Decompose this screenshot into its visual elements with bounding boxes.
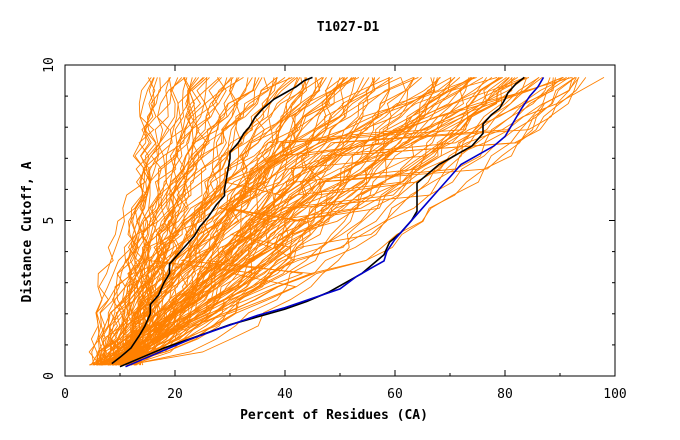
model-curve [92, 77, 507, 366]
model-curve [124, 77, 576, 366]
model-curve [119, 77, 349, 366]
model-curve [91, 77, 220, 366]
series-line-blue [125, 76, 545, 368]
model-curve [109, 77, 580, 366]
model-curve [107, 76, 564, 366]
model-curve [127, 77, 441, 366]
y-tick-label: 0 [42, 372, 57, 380]
model-curve [105, 77, 579, 366]
model-curve [88, 77, 556, 366]
model-curve [96, 76, 414, 366]
series-line-black [111, 76, 313, 365]
model-curve [127, 77, 484, 366]
model-curve [96, 76, 567, 366]
x-tick-label: 100 [603, 387, 626, 402]
model-curve [101, 77, 510, 366]
x-axis-label: Percent of Residues (CA) [240, 408, 428, 423]
model-curve [90, 77, 441, 366]
model-curve [105, 77, 510, 366]
model-curve [123, 77, 504, 366]
x-tick-label: 40 [277, 387, 293, 402]
model-curve [120, 77, 605, 366]
model-curve [99, 77, 500, 366]
y-tick-label: 5 [42, 217, 57, 225]
model-curve [111, 77, 475, 366]
x-tick-label: 60 [387, 387, 403, 402]
model-curve [107, 77, 249, 366]
model-curve [99, 77, 540, 366]
model-curve [126, 77, 470, 366]
model-curve [131, 76, 391, 366]
model-curve [136, 76, 572, 366]
model-curve [127, 77, 587, 366]
model-curve [111, 76, 401, 366]
model-curve [98, 77, 238, 366]
model-curve [134, 77, 257, 366]
model-curve [97, 77, 286, 366]
highlighted-curves [111, 76, 545, 368]
model-curves [88, 76, 605, 366]
model-curve [93, 77, 346, 366]
model-curve [112, 77, 576, 366]
model-curve [123, 77, 513, 366]
model-curve [97, 77, 355, 366]
x-tick-label: 80 [497, 387, 513, 402]
chart-title: T1027-D1 [317, 20, 380, 35]
model-curve [134, 77, 577, 366]
model-curve [88, 76, 419, 366]
model-curve [111, 77, 516, 366]
model-curve [119, 77, 573, 366]
axes: 0 20 40 60 80 100 0 5 10 [42, 57, 627, 402]
model-curve [129, 77, 438, 366]
model-curve [100, 77, 299, 366]
model-curve [100, 77, 183, 366]
model-curve [127, 77, 528, 366]
model-curve [117, 77, 570, 366]
y-axis-label: Distance Cutoff, A [20, 161, 35, 302]
model-curve [92, 76, 498, 366]
x-tick-label: 20 [167, 387, 183, 402]
model-curve [100, 77, 172, 366]
model-curve [121, 76, 530, 366]
model-curve [96, 77, 311, 366]
model-curve [97, 77, 407, 366]
model-curve [115, 77, 269, 366]
x-tick-label: 0 [61, 387, 69, 402]
model-curve [100, 77, 158, 366]
y-tick-label: 10 [42, 57, 57, 73]
